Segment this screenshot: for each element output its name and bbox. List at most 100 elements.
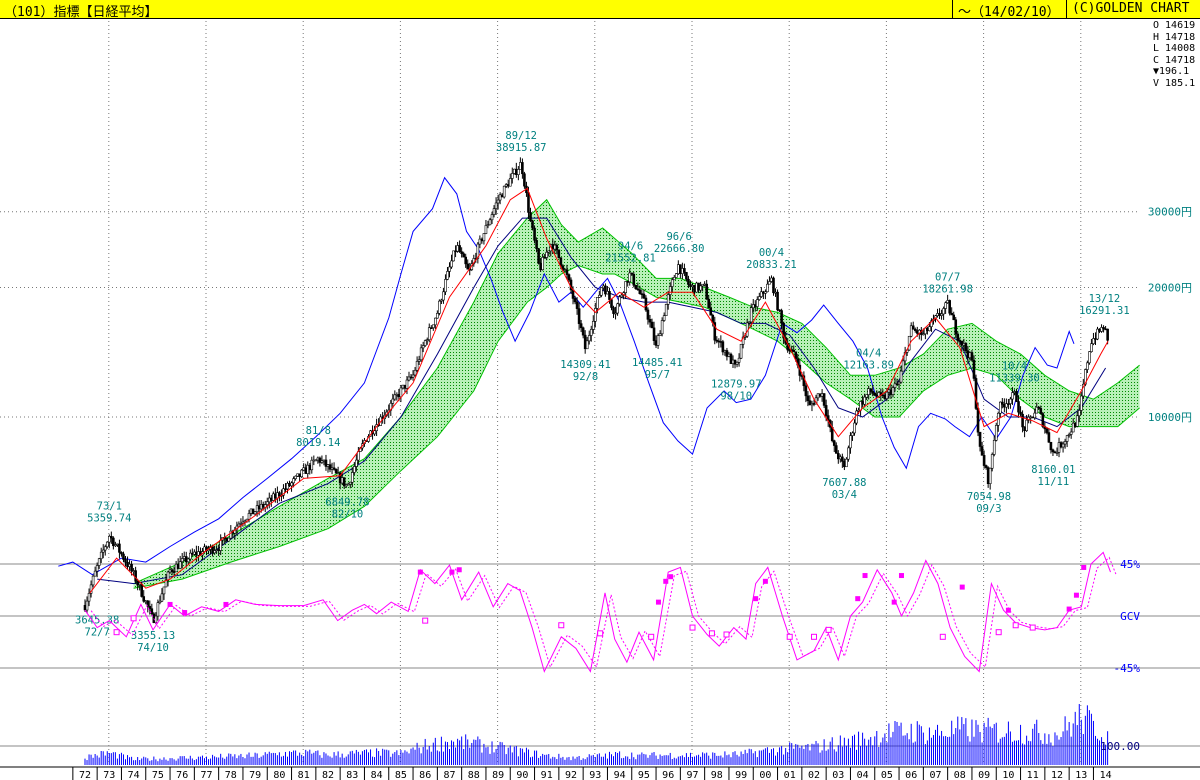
candle-body [176, 563, 180, 569]
candle-body [753, 304, 757, 307]
candle-body [699, 285, 702, 291]
candle-body [257, 505, 261, 510]
candle-body [747, 321, 751, 324]
candle-body [391, 398, 395, 404]
candle-body [938, 313, 941, 316]
gcv-buy-marker [855, 596, 861, 602]
candle-body [318, 457, 322, 463]
candle-body [806, 395, 810, 401]
gcv-buy-marker [449, 569, 455, 575]
annotation-date: 10/4 [1002, 361, 1027, 373]
candle-body [952, 314, 956, 321]
candle-body [577, 308, 581, 324]
candle-body [288, 483, 291, 487]
annotation-date: 00/4 [759, 247, 784, 259]
gcv-buy-marker [762, 578, 768, 584]
candle-body [1033, 412, 1037, 419]
candle-body [591, 321, 595, 330]
candle-body [875, 394, 879, 397]
gcv-sell-marker [1029, 624, 1036, 631]
annotation-value: 8019.14 [296, 437, 340, 449]
candle-body [561, 265, 565, 271]
candle-body [399, 387, 403, 398]
gcv-buy-marker [1081, 564, 1087, 570]
candle-body [705, 283, 708, 300]
candle-body [652, 327, 656, 341]
candle-body [565, 269, 569, 275]
ticker-code: （101） [4, 5, 54, 20]
candle-body [721, 341, 725, 353]
candle-body [521, 162, 524, 175]
candle-body [421, 345, 425, 349]
candle-body [640, 293, 644, 295]
candle-body [970, 352, 974, 361]
x-axis-label: 88 [468, 770, 480, 780]
candle-body [836, 453, 840, 460]
candle-body [575, 301, 579, 309]
candle-body [1019, 411, 1022, 415]
gcv-buy-marker [655, 599, 661, 605]
candle-body [1049, 441, 1053, 451]
gcv-buy-marker [1066, 606, 1072, 612]
candle-body [691, 285, 694, 287]
candle-body [693, 285, 696, 293]
ohlc-volume: V 185.1 [1153, 77, 1196, 89]
candle-body [966, 350, 970, 358]
chart-title: （101）指標【日経平均】 [4, 1, 158, 20]
candle-body [290, 482, 293, 487]
candle-body [350, 472, 354, 483]
candle-body [1009, 398, 1012, 404]
annotation-value: 11339.30 [989, 373, 1040, 385]
candle-body [330, 467, 334, 470]
candle-body [1082, 383, 1085, 397]
candle-body [725, 350, 729, 357]
candle-body [839, 456, 842, 460]
candle-body [644, 297, 648, 311]
candle-body [112, 537, 115, 547]
candle-body [1025, 419, 1028, 431]
candle-body [573, 298, 577, 303]
candle-body [751, 304, 755, 309]
candle-body [450, 260, 453, 268]
candle-body [373, 430, 376, 435]
annotation-value: 14485.41 [632, 357, 683, 369]
candle-body [646, 309, 650, 320]
candle-body [253, 511, 257, 515]
gcv-buy-marker [862, 573, 868, 579]
candle-body [541, 257, 544, 271]
x-axis-label: 02 [808, 770, 820, 780]
candle-body [1059, 442, 1063, 448]
x-axis-label: 90 [516, 770, 528, 780]
title-separator [952, 0, 953, 18]
candle-body [217, 549, 220, 551]
x-axis-label: 04 [857, 770, 869, 780]
candle-body [1005, 403, 1008, 408]
annotation-value: 20833.21 [746, 259, 797, 271]
candle-body [1023, 426, 1026, 431]
candle-body [417, 359, 421, 362]
gcv-buy-marker [182, 610, 188, 616]
candle-body [1013, 391, 1016, 393]
candle-body [160, 593, 164, 602]
gcv-sell-marker [939, 633, 946, 640]
candle-body [227, 537, 231, 542]
candle-body [976, 408, 980, 433]
candle-body [278, 492, 281, 497]
candle-body [978, 431, 982, 447]
ohlc-close: C 14718 [1153, 54, 1196, 66]
candle-body [1063, 441, 1067, 445]
candle-body [812, 403, 816, 405]
x-axis-label: 94 [614, 770, 626, 780]
candle-body [776, 291, 779, 311]
candle-body [1096, 328, 1099, 340]
candle-body [557, 249, 561, 258]
gcv-buy-marker [898, 573, 904, 579]
candle-body [1039, 408, 1043, 414]
x-axis-label: 92 [565, 770, 577, 780]
candle-body [889, 389, 893, 395]
candle-body [723, 350, 727, 353]
candle-body [871, 391, 875, 394]
candle-body [567, 274, 571, 281]
candle-body [1057, 442, 1061, 453]
candle-body [950, 312, 954, 316]
